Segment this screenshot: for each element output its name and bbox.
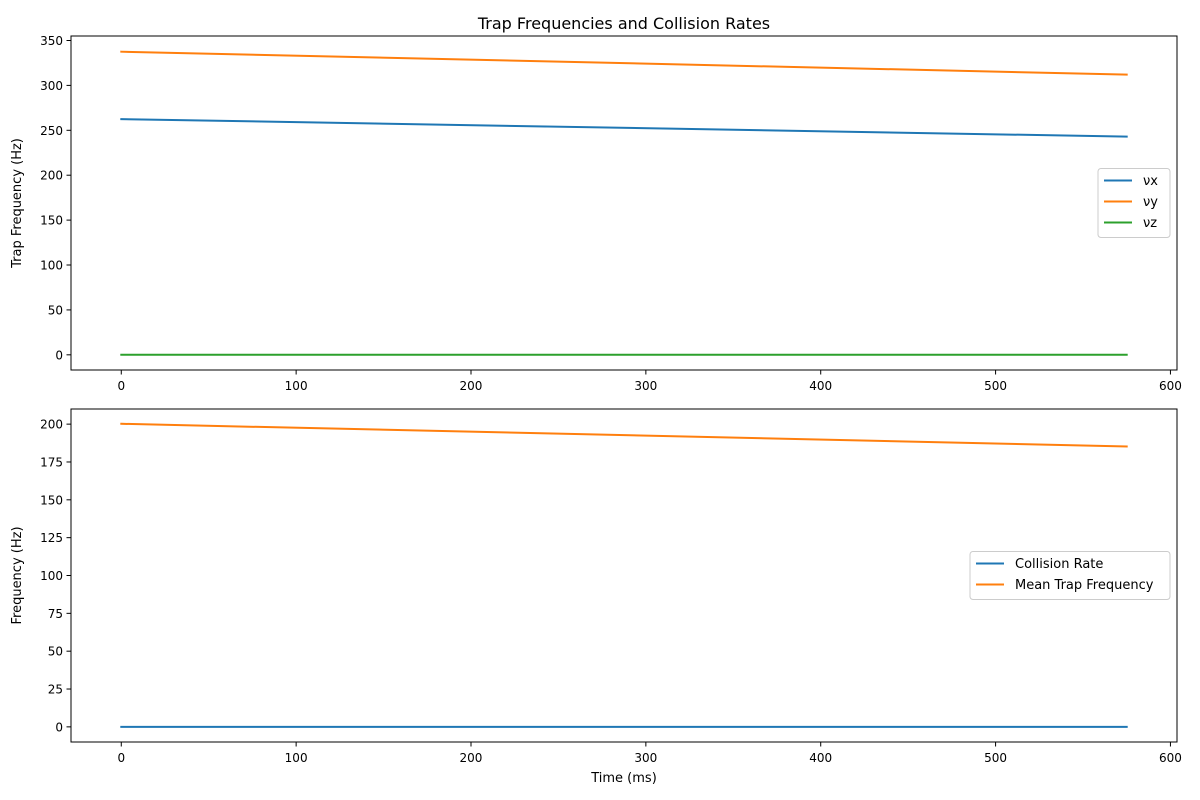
y-tick-label: 0 <box>55 348 63 362</box>
legend-label: νx <box>1143 174 1158 189</box>
y-tick-label: 100 <box>40 259 63 273</box>
legend: Collision Rate Mean Trap Frequency <box>969 551 1171 600</box>
y-tick-label: 125 <box>40 531 63 545</box>
y-tick-label: 350 <box>40 34 63 48</box>
series-line-0-0 <box>120 118 1128 138</box>
x-axis-label: Time (ms) <box>590 771 657 786</box>
series-line-1-1 <box>120 422 1128 448</box>
y-tick-label: 50 <box>48 645 63 659</box>
y-tick-label: 50 <box>48 303 63 317</box>
legend: νx νy νz <box>1097 168 1171 238</box>
series-line-0-1 <box>120 50 1128 76</box>
y-tick-label: 75 <box>48 607 63 621</box>
y-tick-label: 0 <box>55 720 63 734</box>
x-tick-label: 300 <box>634 379 657 393</box>
y-tick-label: 200 <box>40 418 63 432</box>
x-tick-label: 200 <box>460 379 483 393</box>
y-tick-label: 100 <box>40 569 63 583</box>
y-axis-label: Trap Frequency (Hz) <box>10 138 25 269</box>
legend-box <box>969 551 1171 600</box>
x-tick-label: 500 <box>984 379 1007 393</box>
y-tick-label: 300 <box>40 79 63 93</box>
x-tick-label: 600 <box>1159 751 1182 765</box>
top-panel: 0 100 200 300 400 500 600 0 50 100 150 200 250 300 350… <box>10 34 1182 393</box>
y-axis-label: Frequency (Hz) <box>10 526 25 624</box>
y-tick-label: 150 <box>40 214 63 228</box>
x-tick-label: 200 <box>460 751 483 765</box>
legend-label: νz <box>1143 216 1157 231</box>
chart-title: Trap Frequencies and Collision Rates <box>477 14 770 33</box>
x-tick-label: 500 <box>984 751 1007 765</box>
x-tick-label: 100 <box>285 379 308 393</box>
x-tick-label: 0 <box>117 379 125 393</box>
legend-label: Mean Trap Frequency <box>1015 578 1154 593</box>
legend-label: Collision Rate <box>1015 557 1103 572</box>
x-tick-label: 400 <box>809 379 832 393</box>
legend-label: νy <box>1143 195 1158 210</box>
y-tick-label: 150 <box>40 493 63 507</box>
axes-frame <box>70 35 1178 371</box>
x-tick-label: 0 <box>117 751 125 765</box>
bottom-panel: 0 100 200 300 400 500 600 0 25 50 75 100 125 150 175 20… <box>10 408 1182 786</box>
x-tick-label: 300 <box>634 751 657 765</box>
y-tick-label: 175 <box>40 455 63 469</box>
x-tick-label: 600 <box>1159 379 1182 393</box>
legend-box <box>1097 168 1171 238</box>
x-tick-label: 400 <box>809 751 832 765</box>
x-tick-label: 100 <box>285 751 308 765</box>
y-tick-label: 200 <box>40 169 63 183</box>
y-tick-label: 25 <box>48 683 63 697</box>
y-tick-label: 250 <box>40 124 63 138</box>
